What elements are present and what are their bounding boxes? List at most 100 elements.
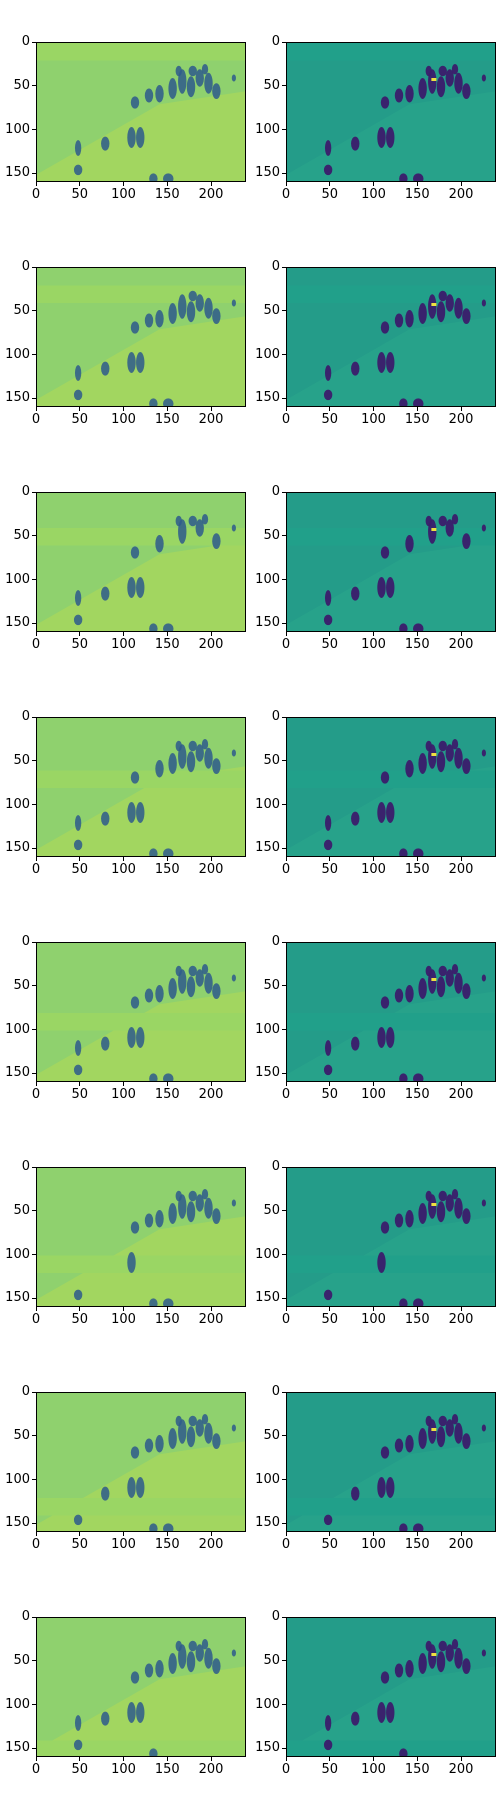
person-blob [130,1446,140,1459]
y-tick-label: 0 [21,709,30,724]
y-tick-label: 150 [5,1065,30,1081]
person-blob [405,310,414,328]
person-blob [425,1640,432,1652]
x-tick-label: 150 [154,412,180,427]
person-blob [324,1715,332,1731]
x-tick-label: 100 [361,862,386,877]
y-tick-mark [282,804,286,805]
y-tick-mark [282,1435,286,1437]
x-tick-mark [416,182,418,186]
person-blob [188,1190,197,1202]
y-tick-label: 50 [13,977,30,993]
y-tick-mark [282,491,286,493]
person-blob [175,65,182,77]
panel-r8-c2: 0 50 100 150 200 0 50 100 150 [255,1609,496,1777]
person-blob [73,614,83,626]
x-tick-mark [285,1757,287,1761]
masked-band [287,528,495,546]
person-blob [168,978,177,999]
person-blob [462,83,471,99]
y-tick-label: 50 [263,1427,280,1443]
y-tick-label: 50 [13,77,30,93]
person-blob [163,848,174,856]
x-tick-label: 0 [31,1762,41,1777]
person-blob [127,352,136,373]
person-blob [377,352,386,373]
x-tick-label: 0 [281,637,291,652]
x-tick-label: 50 [321,637,339,652]
person-blob [324,590,332,606]
person-blob [212,1433,221,1449]
x-tick-mark [329,407,331,411]
person-blob [462,758,471,774]
person-blob [394,313,404,328]
y-tick-mark [282,129,286,130]
y-tick-label: 150 [255,390,280,406]
y-tick-label: 100 [255,1246,280,1262]
y-tick-label: 150 [255,1740,280,1756]
y-tick-mark [32,716,36,718]
person-blob [73,1064,83,1076]
person-blob [195,69,204,87]
person-blob [386,577,395,598]
masked-band [37,1013,245,1031]
x-tick-label: 50 [321,862,339,877]
y-tick-mark [32,1210,36,1212]
y-tick-mark [32,1029,36,1030]
x-tick-mark [373,407,374,411]
y-tick-label: 100 [255,1696,280,1712]
y-tick-label: 150 [5,615,30,631]
person-blob [323,1514,333,1526]
x-tick-mark [123,1757,124,1761]
residual-image [287,943,495,1081]
person-blob [186,751,196,773]
x-tick-mark [79,857,81,861]
residual-image [287,1168,495,1306]
y-tick-mark [282,41,286,43]
y-tick-label: 100 [5,796,30,812]
y-tick-mark [32,1660,36,1662]
x-tick-mark [123,407,124,411]
person-blob [136,352,145,373]
masked-band [287,1013,495,1031]
x-tick-mark [285,857,287,861]
person-blob [413,1523,424,1531]
person-blob [425,515,432,527]
person-blob [405,985,414,1003]
x-tick-mark [460,1307,462,1311]
x-tick-label: 100 [111,412,136,427]
person-blob [445,1194,454,1212]
person-blob [195,294,204,312]
masked-band [287,1255,495,1273]
plot-area [286,1167,496,1307]
y-tick-mark [282,1166,286,1168]
person-blob [101,1711,110,1726]
y-tick-mark [32,1616,36,1618]
y-tick-mark [32,491,36,493]
x-tick-label: 150 [404,1537,430,1552]
y-tick-label: 0 [21,1384,30,1399]
x-tick-label: 0 [31,412,41,427]
bright-marker [431,1203,437,1206]
person-blob [394,88,404,103]
person-blob [149,398,158,406]
y-tick-mark [32,41,36,43]
person-blob [413,173,424,181]
y-tick-mark [282,1704,286,1705]
x-tick-mark [329,857,331,861]
person-blob [454,1422,463,1444]
person-blob [74,140,82,156]
y-tick-label: 100 [5,346,30,362]
y-tick-label: 0 [271,259,280,274]
person-blob [186,1201,196,1223]
person-blob [163,1523,174,1531]
person-blob [188,290,197,302]
person-blob [231,974,236,982]
person-blob [149,1748,158,1756]
y-tick-mark [32,985,36,987]
person-blob [155,310,164,328]
person-blob [324,1040,332,1056]
person-blob [188,65,197,77]
y-tick-mark [282,1660,286,1662]
y-tick-mark [32,535,36,537]
